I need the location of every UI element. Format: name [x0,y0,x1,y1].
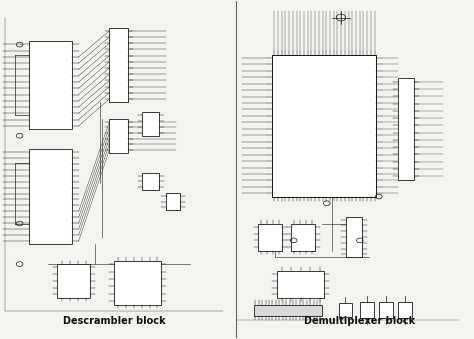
Text: Demultiplexer block: Demultiplexer block [304,317,416,326]
Bar [29,41,72,129]
Bar [258,223,282,251]
Bar [292,223,315,251]
Text: Descrambler block: Descrambler block [63,317,165,326]
Bar [277,271,324,298]
Bar [398,302,412,318]
Bar [338,303,352,317]
Bar [166,193,180,210]
Bar [254,304,322,316]
Bar [57,264,91,298]
Bar [143,112,159,136]
Bar [109,119,128,153]
Bar [273,55,376,197]
Bar [398,78,414,180]
Bar [29,149,72,244]
Bar [379,302,393,318]
Bar [360,302,374,318]
Bar [109,28,128,102]
Bar [143,173,159,190]
Bar [114,261,161,304]
Bar [346,217,362,257]
